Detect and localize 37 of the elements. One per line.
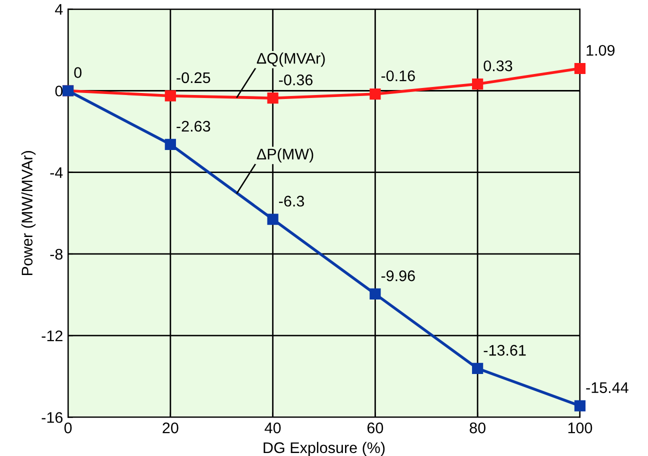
data-label: -13.61 xyxy=(484,344,526,356)
x-tick-label: 100 xyxy=(568,422,592,434)
x-tick-label: 40 xyxy=(264,422,281,434)
point xyxy=(574,62,586,74)
data-label: -0.16 xyxy=(381,70,415,82)
y-axis-title: Power (MW/MVAr) xyxy=(21,151,36,276)
data-label: -0.25 xyxy=(176,72,210,84)
point xyxy=(472,362,484,374)
point xyxy=(267,92,278,104)
point xyxy=(472,78,484,90)
data-label: -9.96 xyxy=(381,270,415,282)
point xyxy=(370,288,381,300)
data-label: -0.36 xyxy=(279,74,313,86)
data-label: 1.09 xyxy=(586,44,615,56)
y-tick-label: -8 xyxy=(50,248,63,260)
x-axis-title: DG Explosure (%) xyxy=(264,442,385,456)
y-tick-label: 0 xyxy=(55,86,63,96)
x-tick-label: 0 xyxy=(64,422,72,434)
point xyxy=(267,214,278,225)
y-tick-label: -12 xyxy=(42,330,62,342)
text: ΔP(MW) xyxy=(256,148,314,163)
point xyxy=(164,90,176,102)
y-tick-label: -4 xyxy=(50,167,63,178)
point xyxy=(370,88,381,100)
data-label: -15.44 xyxy=(586,382,628,394)
x-tick-label: 80 xyxy=(470,422,486,434)
series-label: ΔQ(MVAr) xyxy=(256,52,325,67)
x-tick-label: 20 xyxy=(162,422,178,434)
data-label: 0 xyxy=(74,67,82,78)
y-tick-label: 4 xyxy=(55,4,63,15)
y-tick-label: -16 xyxy=(42,412,63,423)
point xyxy=(574,400,586,412)
x-tick-label: 60 xyxy=(367,422,384,434)
data-label: -2.63 xyxy=(176,120,210,132)
point xyxy=(164,138,176,150)
data-label: 0.33 xyxy=(484,60,512,72)
data-label: -6.3 xyxy=(279,196,304,207)
